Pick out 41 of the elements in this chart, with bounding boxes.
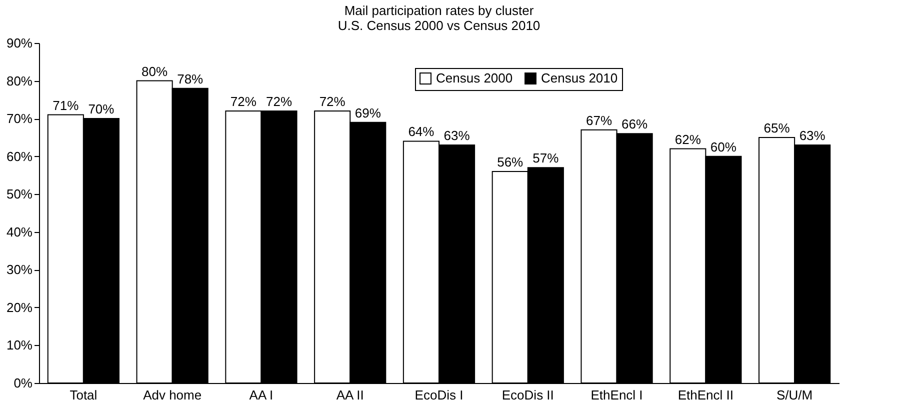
y-tick-label: 70%: [6, 111, 33, 126]
y-tick-label: 10%: [6, 338, 33, 353]
data-label: 66%: [622, 116, 648, 132]
data-label: 63%: [444, 128, 470, 143]
data-label: 70%: [88, 102, 115, 117]
x-tick-label: Adv home: [143, 388, 202, 402]
y-tick-label: 40%: [6, 224, 33, 240]
data-label: 63%: [799, 128, 826, 143]
x-tick-label: EthEncl I: [590, 388, 643, 402]
data-label: 64%: [408, 124, 435, 140]
y-tick-label: 90%: [6, 36, 33, 50]
data-label: 69%: [354, 105, 382, 120]
chart-title: Mail participation rates by cluster: [344, 3, 534, 18]
x-tick-label: AA I: [249, 388, 274, 402]
legend-label: Census 2000: [436, 70, 513, 86]
data-label: 60%: [710, 139, 737, 154]
x-tick-label: EcoDis II: [502, 388, 554, 402]
data-label: 62%: [674, 132, 702, 147]
y-tick-label: 50%: [6, 186, 33, 202]
y-tick-label: 80%: [6, 73, 33, 88]
data-label: 72%: [319, 94, 346, 109]
x-tick-label: S/U/M: [776, 388, 813, 402]
chart-subtitle: U.S. Census 2000 vs Census 2010: [338, 18, 540, 33]
x-tick-label: EcoDis I: [414, 388, 464, 402]
y-tick-label: 20%: [6, 300, 33, 315]
data-label: 78%: [177, 71, 204, 86]
y-tick-label: 60%: [6, 148, 33, 164]
data-label: 67%: [586, 112, 612, 128]
y-tick-label: 0%: [14, 376, 33, 390]
data-label: 80%: [142, 64, 168, 79]
data-label: 72%: [266, 94, 292, 109]
y-tick-label: 30%: [6, 262, 33, 278]
data-label: 72%: [230, 94, 257, 109]
x-tick-label: Total: [70, 388, 98, 402]
legend-label: Census 2010: [541, 70, 618, 86]
data-label: 56%: [497, 154, 524, 170]
x-tick-label: AA II: [336, 388, 364, 402]
data-label: 71%: [52, 98, 80, 113]
data-label: 57%: [532, 150, 560, 166]
x-tick-label: EthEncl II: [678, 388, 734, 402]
data-label: 65%: [764, 120, 790, 136]
